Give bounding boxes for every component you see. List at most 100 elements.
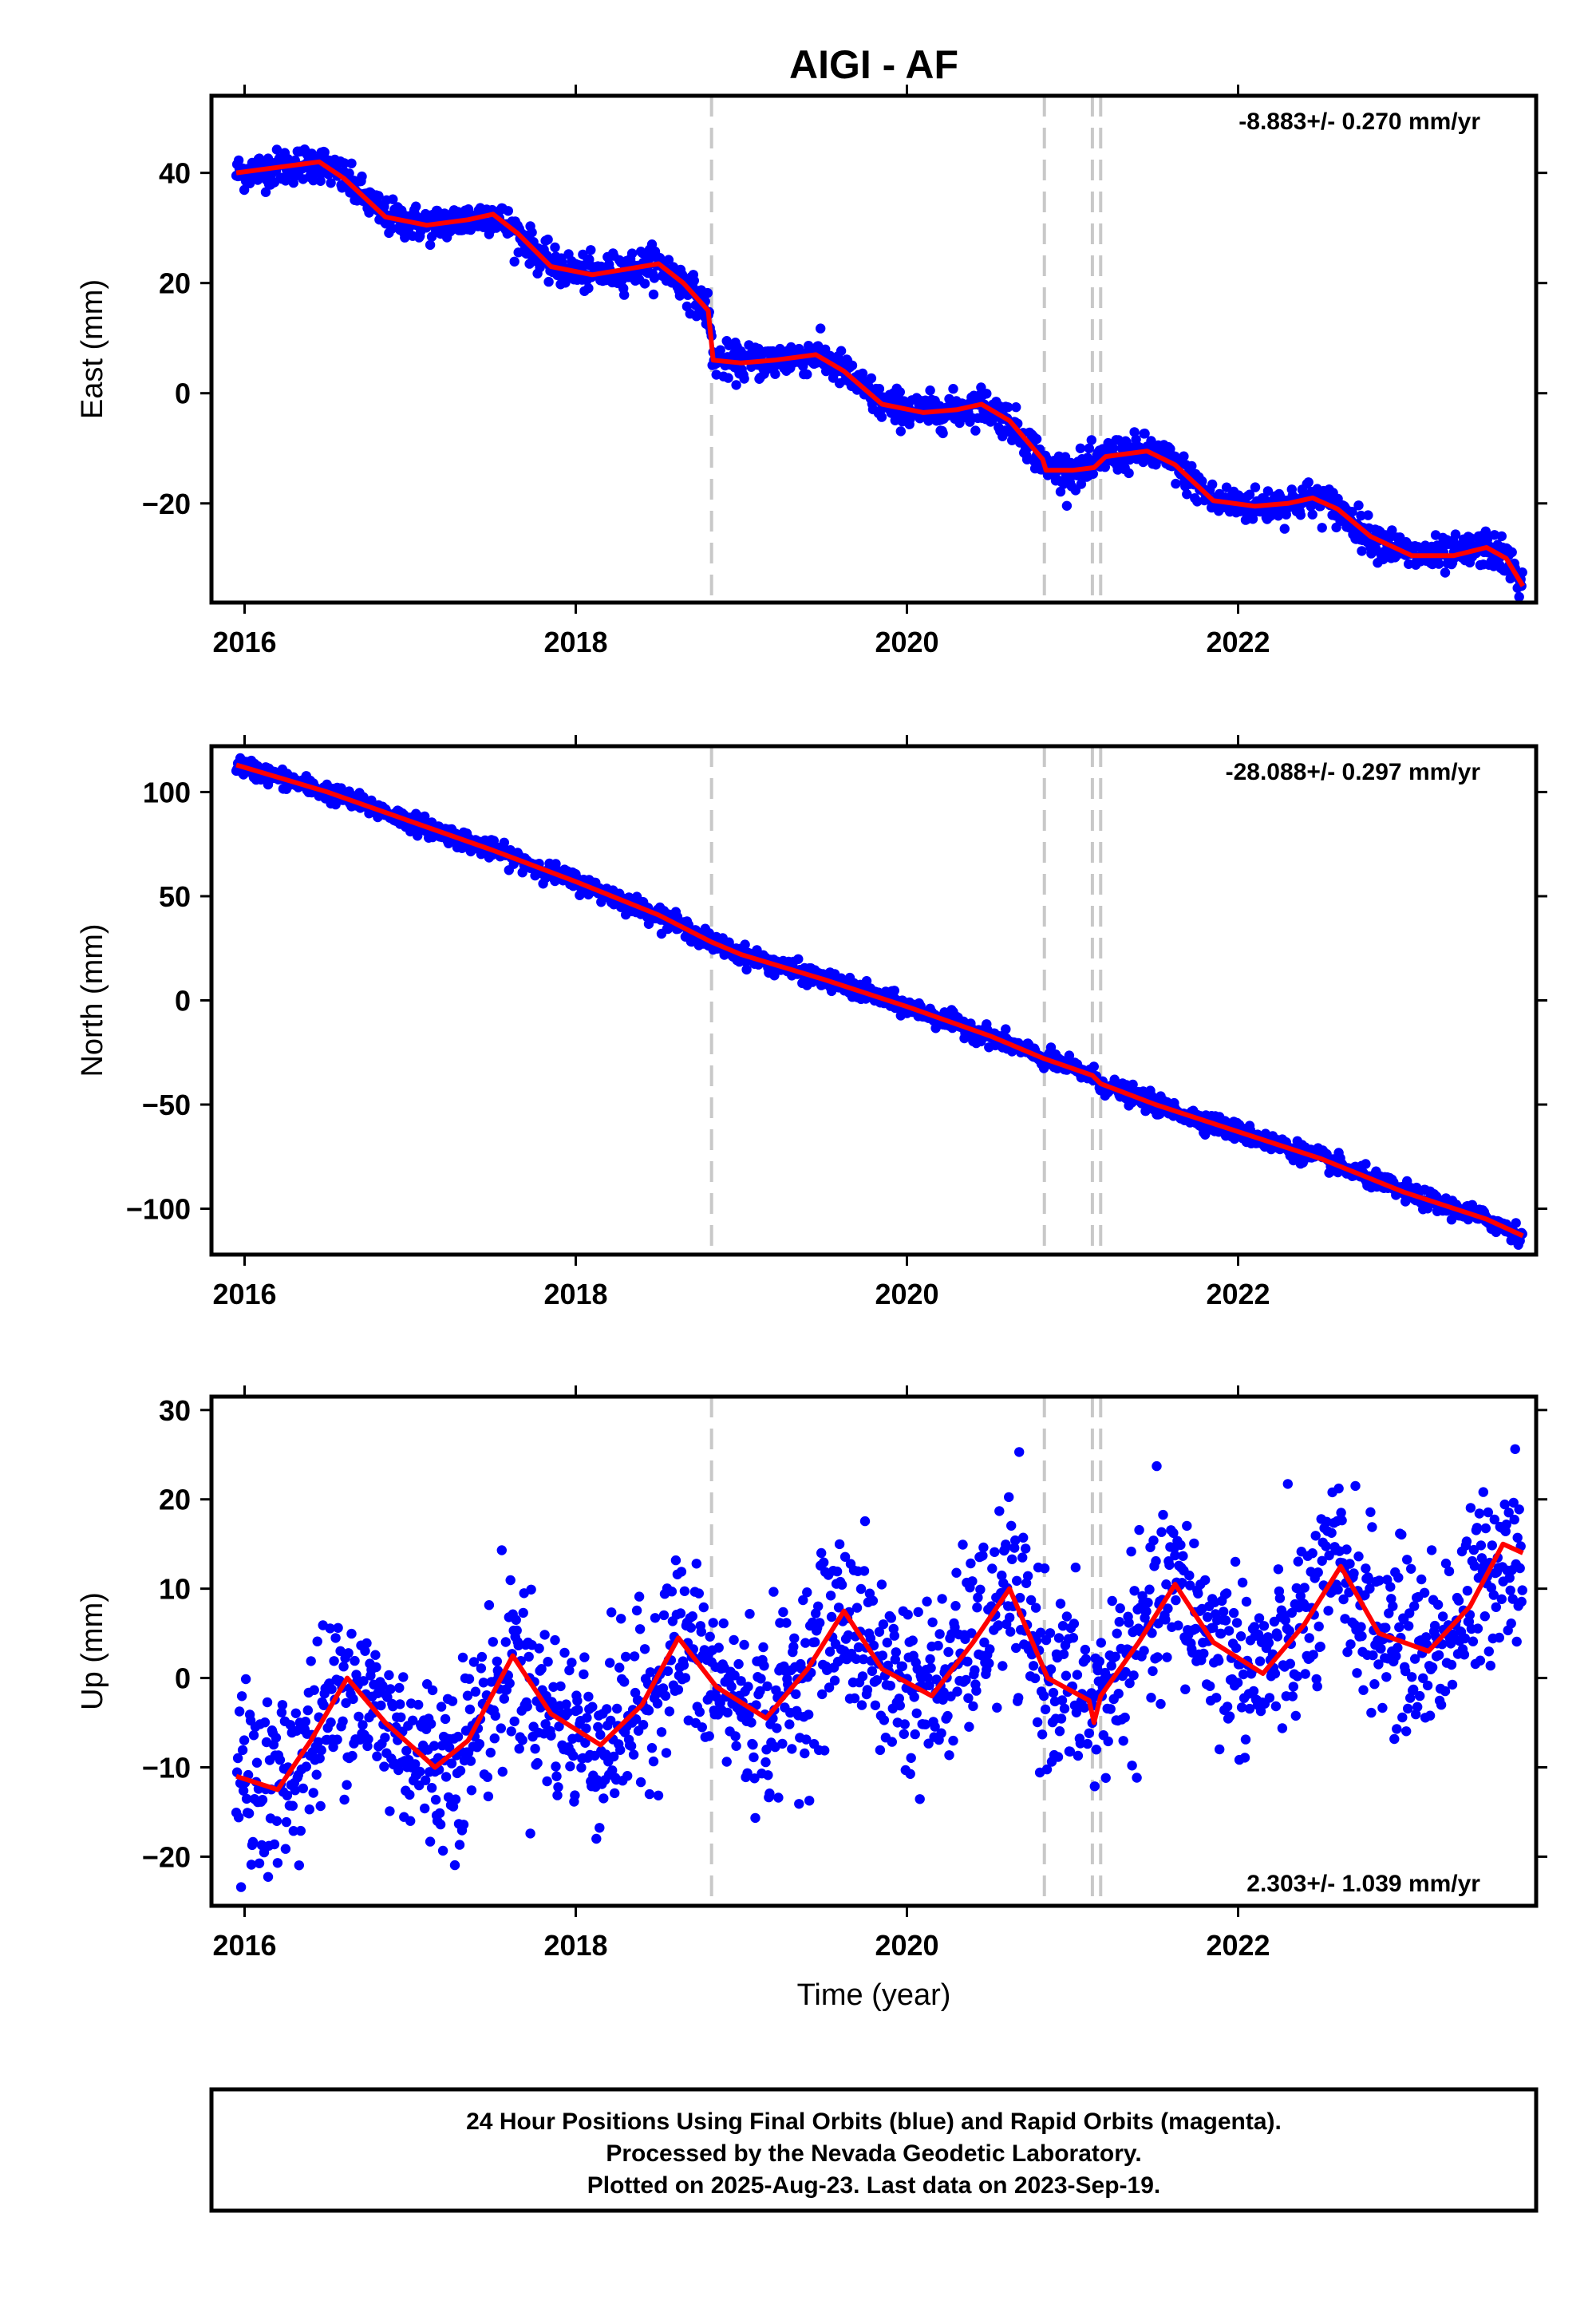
up-data-point — [440, 1772, 452, 1782]
up-data-point — [979, 1637, 990, 1648]
up-data-point — [1475, 1655, 1486, 1666]
up-data-point — [591, 1833, 602, 1844]
east-data-point — [1440, 567, 1451, 578]
up-data-point — [312, 1636, 322, 1646]
up-data-point — [415, 1766, 425, 1777]
up-data-point — [1389, 1733, 1400, 1745]
up-data-point — [271, 1733, 282, 1743]
up-data-point — [572, 1695, 583, 1706]
east-data-point — [543, 276, 554, 287]
up-data-point — [405, 1789, 415, 1800]
up-data-point — [523, 1651, 534, 1662]
up-data-point — [859, 1516, 871, 1527]
up-data-point — [587, 1701, 598, 1712]
up-data-point — [1156, 1698, 1166, 1709]
up-data-point — [1394, 1622, 1404, 1633]
up-data-point — [446, 1758, 457, 1769]
up-data-point — [1080, 1654, 1092, 1664]
up-data-point — [326, 1717, 336, 1728]
east-data-point — [357, 171, 367, 182]
up-data-point — [329, 1656, 339, 1666]
east-data-point — [1262, 486, 1274, 496]
up-data-point — [490, 1710, 500, 1721]
up-data-point — [1045, 1628, 1056, 1638]
up-data-point — [1356, 1622, 1366, 1632]
up-data-point — [565, 1761, 575, 1772]
up-data-point — [525, 1828, 535, 1839]
up-data-point — [895, 1700, 906, 1711]
up-data-point — [295, 1825, 306, 1836]
up-data-point — [1236, 1702, 1247, 1713]
up-data-point — [1110, 1651, 1120, 1662]
up-data-point — [1075, 1738, 1086, 1749]
up-data-point — [853, 1642, 864, 1653]
up-data-point — [488, 1637, 498, 1647]
east-data-point — [1517, 567, 1527, 578]
up-data-point — [294, 1860, 304, 1871]
up-data-point — [1028, 1661, 1039, 1671]
up-data-point — [616, 1614, 626, 1624]
up-data-point — [513, 1640, 523, 1650]
footer-box — [209, 2087, 1539, 2213]
east-data-point — [1086, 435, 1097, 445]
up-data-point — [489, 1733, 500, 1744]
up-data-point — [583, 1691, 594, 1702]
up-data-point — [539, 1630, 550, 1640]
up-data-point — [1258, 1621, 1270, 1631]
up-data-point — [927, 1617, 938, 1628]
up-data-point — [1310, 1531, 1321, 1541]
east-data-point — [1084, 443, 1095, 453]
east-data-point — [1279, 524, 1290, 534]
east-data-point — [543, 234, 553, 245]
up-data-point — [851, 1603, 863, 1613]
north-data-point — [1511, 1218, 1521, 1228]
up-data-point — [482, 1772, 493, 1782]
east-data-point — [1353, 500, 1364, 511]
east-rate-label: -8.883+/- 0.270 mm/yr — [1238, 109, 1480, 135]
up-data-point — [1173, 1620, 1183, 1630]
up-data-point — [736, 1676, 746, 1686]
up-data-point — [548, 1682, 559, 1692]
up-data-point — [1038, 1690, 1049, 1701]
east-fit-curve — [235, 159, 1525, 587]
up-data-point — [576, 1762, 587, 1773]
up-data-point — [1012, 1575, 1022, 1587]
up-data-point — [393, 1765, 404, 1776]
up-data-point — [425, 1836, 436, 1847]
up-data-point — [829, 1675, 840, 1686]
north-data-point — [1064, 1050, 1075, 1061]
up-data-point — [691, 1559, 701, 1569]
up-data-point — [236, 1691, 247, 1701]
up-data-point — [950, 1601, 961, 1611]
up-data-point — [465, 1756, 476, 1766]
east-data-point — [1171, 478, 1181, 489]
up-data-point — [626, 1741, 637, 1751]
up-data-point — [1288, 1682, 1299, 1692]
east-data-point — [1055, 486, 1066, 497]
up-data-point — [653, 1790, 664, 1800]
up-y-tick-label: −20 — [142, 1840, 191, 1873]
up-data-point — [733, 1658, 744, 1670]
up-data-point — [743, 1682, 753, 1692]
up-data-point — [1134, 1524, 1144, 1535]
up-data-point — [798, 1595, 808, 1606]
up-data-point — [354, 1711, 364, 1722]
up-data-point — [937, 1594, 947, 1604]
up-data-point — [816, 1689, 828, 1700]
up-data-point — [300, 1717, 310, 1727]
east-data-point — [739, 373, 749, 384]
east-data-point — [802, 369, 812, 380]
up-data-point — [301, 1761, 311, 1772]
up-data-point — [280, 1844, 291, 1854]
east-data-point — [1356, 510, 1366, 521]
east-data-point — [1496, 531, 1507, 542]
up-data-point — [994, 1620, 1004, 1630]
up-data-point — [936, 1728, 946, 1738]
up-data-point — [530, 1744, 540, 1754]
up-data-point — [923, 1738, 934, 1749]
up-data-point — [1037, 1729, 1048, 1740]
up-data-point — [997, 1570, 1007, 1581]
up-data-point — [964, 1721, 974, 1732]
chart-title: AIGI - AF — [789, 42, 958, 87]
up-data-point — [1105, 1704, 1116, 1714]
